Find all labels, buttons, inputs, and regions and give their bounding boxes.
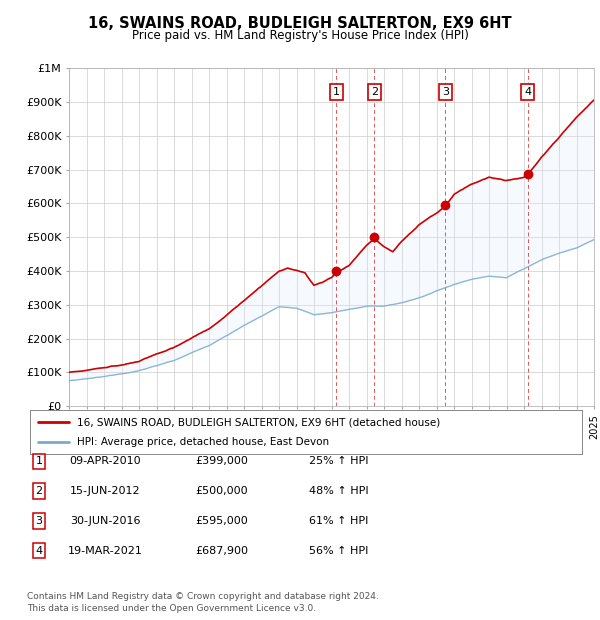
Text: 1: 1 [333,87,340,97]
Text: £595,000: £595,000 [196,516,248,526]
Text: This data is licensed under the Open Government Licence v3.0.: This data is licensed under the Open Gov… [27,603,316,613]
Text: £687,900: £687,900 [196,546,248,556]
Text: 16, SWAINS ROAD, BUDLEIGH SALTERTON, EX9 6HT (detached house): 16, SWAINS ROAD, BUDLEIGH SALTERTON, EX9… [77,417,440,427]
Text: 30-JUN-2016: 30-JUN-2016 [70,516,140,526]
Text: Price paid vs. HM Land Registry's House Price Index (HPI): Price paid vs. HM Land Registry's House … [131,29,469,42]
Text: 25% ↑ HPI: 25% ↑ HPI [309,456,369,466]
Text: 4: 4 [35,546,43,556]
Text: 56% ↑ HPI: 56% ↑ HPI [310,546,368,556]
Text: Contains HM Land Registry data © Crown copyright and database right 2024.: Contains HM Land Registry data © Crown c… [27,592,379,601]
Text: 15-JUN-2012: 15-JUN-2012 [70,486,140,496]
Text: £500,000: £500,000 [196,486,248,496]
Text: 4: 4 [524,87,531,97]
Text: 48% ↑ HPI: 48% ↑ HPI [309,486,369,496]
Text: 1: 1 [35,456,43,466]
Text: 2: 2 [35,486,43,496]
Text: 2: 2 [371,87,378,97]
Text: 19-MAR-2021: 19-MAR-2021 [68,546,142,556]
Text: 61% ↑ HPI: 61% ↑ HPI [310,516,368,526]
Text: HPI: Average price, detached house, East Devon: HPI: Average price, detached house, East… [77,437,329,447]
Text: 16, SWAINS ROAD, BUDLEIGH SALTERTON, EX9 6HT: 16, SWAINS ROAD, BUDLEIGH SALTERTON, EX9… [88,16,512,30]
Text: 3: 3 [442,87,449,97]
Text: 3: 3 [35,516,43,526]
Text: 09-APR-2010: 09-APR-2010 [69,456,141,466]
Text: £399,000: £399,000 [196,456,248,466]
